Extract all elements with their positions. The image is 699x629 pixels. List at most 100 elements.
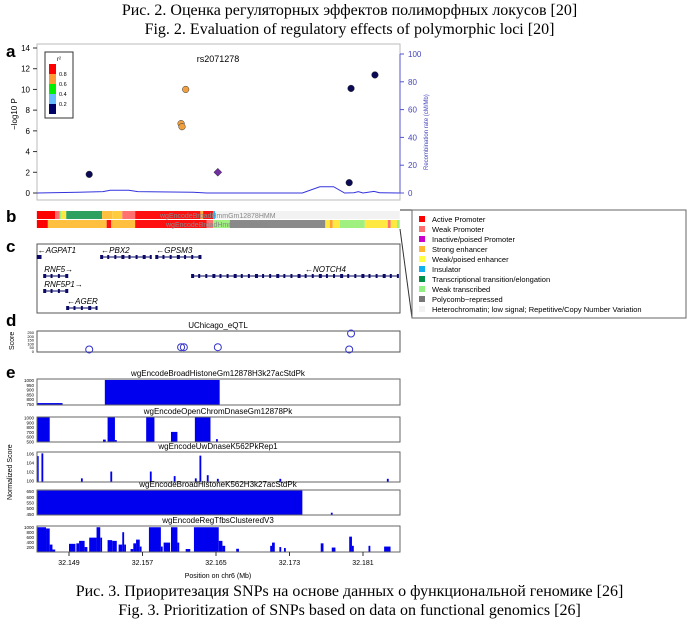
x-tick-label: 32.173 [279, 560, 301, 567]
signal-bar [112, 540, 117, 552]
exon [121, 255, 125, 259]
exon [36, 255, 40, 259]
chromatin-legend-swatch [419, 286, 425, 292]
gene-label: ←NOTCH4 [305, 265, 346, 274]
chromatin-legend-swatch [419, 236, 425, 242]
exon [100, 255, 104, 259]
exon [212, 274, 216, 278]
exon [184, 255, 187, 259]
signal-bar [36, 403, 63, 405]
signal-bar [218, 540, 223, 552]
r2-legend-label: 0.2 [59, 102, 67, 108]
exon [347, 274, 350, 278]
signal-y-tick-label: 200 [26, 545, 34, 550]
y-tick-label: 4 [26, 148, 31, 157]
signal-bar [194, 478, 197, 482]
signal-y-tick-label: 600 [26, 535, 34, 540]
exon [333, 274, 336, 278]
exon [340, 274, 344, 278]
signal-y-tick-label: 700 [26, 430, 34, 435]
chromatin-state-segment [36, 220, 48, 228]
exon [389, 274, 392, 278]
gene-label: RNF5→ [44, 265, 73, 274]
panel-label-d: d [6, 311, 16, 330]
exon [169, 255, 172, 259]
signal-y-tick-label: 650 [26, 489, 34, 494]
chromatin-state-segment [387, 220, 391, 228]
panel-label-c: c [6, 237, 15, 256]
exon [240, 274, 243, 278]
exon [142, 255, 146, 259]
chromatin-state-segment [329, 220, 333, 228]
gene-label: ←AGPAT1 [38, 246, 76, 255]
signal-y-tick-label: 102 [26, 470, 34, 475]
signal-bar [368, 545, 371, 552]
chromatin-legend-label: Active Promoter [432, 215, 486, 224]
exon [233, 274, 237, 278]
exon [39, 255, 42, 259]
r2-legend-swatch [49, 84, 56, 94]
signal-track-frame [36, 489, 401, 516]
chromatin-state-segment [206, 220, 214, 228]
exon [354, 274, 357, 278]
signal-y-tick-label: 600 [26, 435, 34, 440]
chromatin-legend-swatch [419, 276, 425, 282]
panel-label-b: b [6, 207, 16, 226]
snp-point-lead [213, 167, 223, 177]
signal-y-tick-label: 106 [26, 451, 34, 456]
signal-y-tick-label: 750 [26, 402, 34, 407]
signal-y-tick-label: 1000 [24, 415, 35, 420]
signal-bar [114, 440, 117, 442]
signal-y-tick-label: 1000 [24, 378, 35, 383]
exon [198, 274, 201, 278]
exon [50, 274, 53, 278]
exon [375, 274, 378, 278]
chromatin-state-segment [47, 220, 107, 228]
eqtl-point [345, 345, 354, 354]
signal-track-title: wgEncodeRegTfbsClusteredV3 [161, 516, 274, 525]
eqtl-y-tick-label: 100 [27, 341, 34, 346]
fig3-caption-en: Fig. 3. Prioritization of SNPs based on … [118, 602, 581, 619]
chromatin-state-segment [36, 211, 56, 219]
chromatin-legend-label: Weak Promoter [432, 225, 484, 234]
signal-bar [104, 379, 220, 405]
signal-y-tick-label: 500 [26, 506, 34, 511]
y-tick-label: 12 [21, 65, 30, 74]
signal-y-tick-label: 900 [26, 388, 34, 393]
chromatin-state-segment [122, 211, 136, 219]
eqtl-point [179, 343, 188, 352]
signal-bar [118, 544, 123, 552]
exon [297, 274, 301, 278]
exon [43, 274, 47, 278]
y-right-tick-label: 80 [408, 78, 417, 87]
exon [57, 274, 60, 278]
y-right-tick-label: 20 [408, 161, 417, 170]
chromatin-state-segment [61, 211, 67, 219]
exon [135, 255, 138, 259]
exon [66, 306, 70, 310]
chromatin-legend-label: Heterochromatin; low signal; Repetitive/… [432, 305, 642, 314]
signal-track-title: wgEncodeOpenChromDnaseGm12878Pk [143, 407, 294, 416]
signal-bar [133, 543, 137, 552]
signal-bar [136, 539, 140, 552]
eqtl-y-tick-label: 200 [27, 334, 34, 339]
eqtl-frame [36, 330, 401, 353]
exon [396, 274, 399, 278]
exon [219, 274, 222, 278]
legend-connector [399, 228, 413, 319]
eqtl-y-tick-label: 50 [30, 345, 35, 350]
exon [368, 274, 371, 278]
chromatin-legend-swatch [419, 216, 425, 222]
gene-label: RNF5P1→ [44, 280, 83, 289]
signal-track-frame [36, 451, 401, 483]
exon [176, 255, 180, 259]
exon [198, 255, 202, 259]
chromatin-state-segment [102, 211, 113, 219]
signal-y-tick-label: 800 [26, 530, 34, 535]
gene-track-frame [36, 243, 401, 314]
x-tick-label: 32.149 [58, 560, 80, 567]
exon [191, 274, 195, 278]
exon [107, 255, 110, 259]
signal-track-title: wgEncodeBroadHistoneGm12878H3k27acStdPk [130, 369, 306, 378]
signal-bar [384, 546, 391, 552]
